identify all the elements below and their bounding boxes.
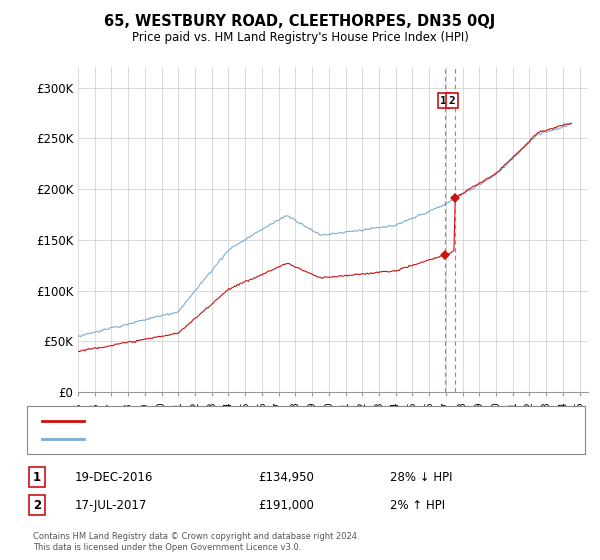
Text: 65, WESTBURY ROAD, CLEETHORPES, DN35 0QJ (detached house): 65, WESTBURY ROAD, CLEETHORPES, DN35 0QJ…: [90, 416, 451, 426]
Text: 1: 1: [440, 96, 447, 106]
Text: 19-DEC-2016: 19-DEC-2016: [75, 470, 154, 484]
Text: Contains HM Land Registry data © Crown copyright and database right 2024.
This d: Contains HM Land Registry data © Crown c…: [33, 533, 359, 552]
Text: 1: 1: [33, 470, 41, 484]
Text: £191,000: £191,000: [258, 498, 314, 512]
Text: HPI: Average price, detached house, North East Lincolnshire: HPI: Average price, detached house, Nort…: [90, 434, 419, 444]
Text: 2% ↑ HPI: 2% ↑ HPI: [390, 498, 445, 512]
Text: 2: 2: [449, 96, 455, 106]
Text: £134,950: £134,950: [258, 470, 314, 484]
Text: Price paid vs. HM Land Registry's House Price Index (HPI): Price paid vs. HM Land Registry's House …: [131, 31, 469, 44]
Text: 65, WESTBURY ROAD, CLEETHORPES, DN35 0QJ: 65, WESTBURY ROAD, CLEETHORPES, DN35 0QJ: [104, 14, 496, 29]
Text: 28% ↓ HPI: 28% ↓ HPI: [390, 470, 452, 484]
Text: 17-JUL-2017: 17-JUL-2017: [75, 498, 148, 512]
Text: 2: 2: [33, 498, 41, 512]
